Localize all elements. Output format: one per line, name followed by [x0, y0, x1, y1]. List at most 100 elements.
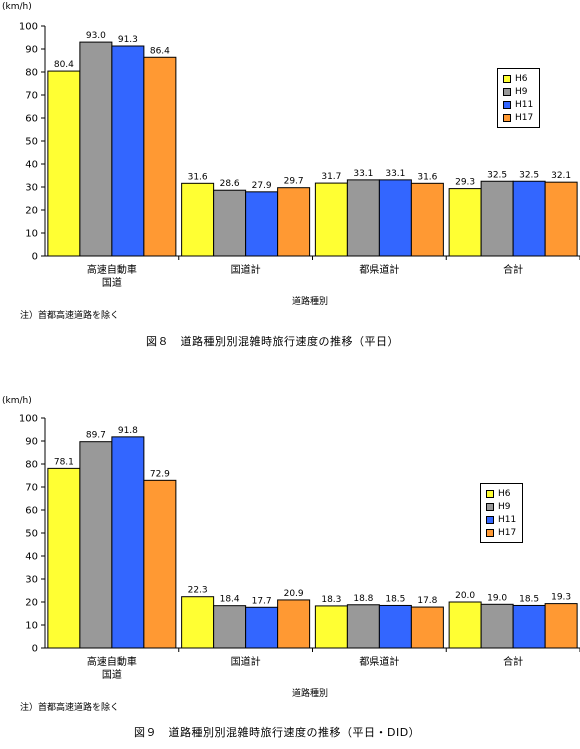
legend-label: H9 — [498, 501, 511, 512]
bar-h9 — [480, 603, 514, 649]
legend-item-h11: H11 — [503, 98, 533, 111]
footnote: 注）首都高速道路を除く — [20, 311, 120, 321]
bar-h11 — [111, 45, 145, 257]
bar-h17 — [410, 182, 444, 257]
bar-h17 — [544, 603, 578, 649]
footnote: 注）首都高速道路を除く — [20, 703, 120, 713]
data-label: 20.9 — [284, 589, 304, 599]
y-tick-label: 100 — [19, 414, 38, 425]
legend-item-h6: H6 — [486, 487, 516, 500]
x-tick-label: 都県道計 — [359, 263, 399, 276]
bar-h17 — [544, 181, 578, 257]
bar-h11 — [512, 180, 546, 257]
x-tick-label: 国道 — [102, 668, 122, 681]
y-tick-label: 0 — [32, 252, 38, 263]
y-tick-label: 10 — [25, 621, 38, 632]
x-tick-label: 高速自動車 — [87, 655, 137, 668]
bar-h11 — [111, 436, 145, 649]
legend-swatch — [486, 515, 494, 524]
bar-h17 — [277, 187, 311, 257]
data-label: 33.1 — [353, 169, 373, 179]
data-label: 18.4 — [220, 595, 240, 605]
chart-figure-8: (km/h) 0 10 20 30 40 50 60 70 80 90 100 80.4 93.0 91.… — [0, 0, 580, 360]
y-tick-label: 40 — [25, 160, 38, 171]
data-label: 31.6 — [188, 172, 208, 182]
y-unit-label: (km/h) — [2, 2, 32, 12]
data-label: 91.8 — [118, 426, 138, 436]
y-tick-label: 80 — [25, 460, 38, 471]
legend-item-h9: H9 — [486, 500, 516, 513]
data-label: 29.3 — [455, 178, 475, 188]
bar-h9 — [213, 605, 247, 649]
y-tick-label: 50 — [25, 529, 38, 540]
data-label: 89.7 — [86, 431, 106, 441]
legend-label: H6 — [515, 73, 528, 84]
bar-h11 — [378, 604, 412, 649]
data-label: 18.5 — [385, 594, 405, 604]
bar-h17 — [277, 599, 311, 649]
bar-chart-svg: 0 10 20 30 40 50 60 70 80 90 100 80.4 93.0 91.3 86.4 高速… — [19, 22, 580, 289]
y-tick-label: 20 — [25, 206, 38, 217]
y-tick-label: 100 — [19, 22, 38, 33]
legend-label: H11 — [515, 99, 534, 110]
data-label: 32.1 — [551, 171, 571, 181]
bar-h11 — [245, 191, 279, 257]
bar-h6 — [314, 182, 348, 257]
y-tick-label: 30 — [25, 183, 38, 194]
data-label: 93.0 — [86, 31, 106, 41]
data-label: 78.1 — [54, 457, 74, 467]
data-label: 29.7 — [284, 177, 304, 187]
chart-figure-9: (km/h) 0 10 20 30 40 50 60 70 80 90 100 78.1 89.7 91.… — [0, 392, 580, 749]
y-tick-label: 0 — [32, 644, 38, 655]
bar-h17 — [143, 56, 177, 257]
data-label: 72.9 — [150, 469, 170, 479]
y-tick-label: 30 — [25, 575, 38, 586]
legend-item-h9: H9 — [503, 85, 533, 98]
y-unit-label: (km/h) — [2, 396, 32, 406]
x-tick-label: 国道計 — [231, 263, 261, 276]
legend-swatch — [486, 528, 494, 537]
bar-chart-svg: 0 10 20 30 40 50 60 70 80 90 100 78.1 89.7 91.8 72.9 高速… — [19, 414, 580, 681]
y-tick-label: 70 — [25, 483, 38, 494]
x-tick-label: 合計 — [503, 263, 523, 276]
x-tick-label: 国道 — [102, 276, 122, 289]
legend-swatch — [503, 100, 511, 109]
bar-h9 — [213, 189, 247, 257]
bar-h9 — [346, 604, 380, 649]
bar-h6 — [314, 605, 348, 649]
legend-swatch — [503, 74, 511, 83]
data-label: 33.1 — [385, 169, 405, 179]
legend-item-h6: H6 — [503, 72, 533, 85]
data-label: 18.5 — [519, 594, 539, 604]
x-tick-label: 国道計 — [231, 655, 261, 668]
x-tick-label: 高速自動車 — [87, 263, 137, 276]
legend-label: H17 — [498, 527, 517, 538]
legend-label: H11 — [498, 514, 517, 525]
bar-h9 — [346, 179, 380, 257]
data-label: 27.9 — [252, 181, 272, 191]
data-label: 91.3 — [118, 35, 138, 45]
data-label: 80.4 — [54, 60, 74, 70]
legend-item-h17: H17 — [486, 526, 516, 539]
y-tick-label: 10 — [25, 229, 38, 240]
legend-item-h17: H17 — [503, 111, 533, 124]
bar-h6 — [181, 596, 215, 649]
bar-h17 — [410, 606, 444, 649]
x-axis-title: 道路種別 — [292, 297, 329, 307]
bar-h9 — [79, 441, 113, 649]
y-tick-label: 60 — [25, 506, 38, 517]
data-label: 19.3 — [551, 593, 571, 603]
figure-caption: 図９ 道路種別別混雑時旅行速度の推移（平日・DID） — [134, 726, 421, 739]
data-label: 22.3 — [188, 586, 208, 596]
data-label: 32.5 — [487, 170, 507, 180]
bar-h11 — [378, 179, 412, 257]
data-label: 18.3 — [321, 595, 341, 605]
bar-h6 — [448, 601, 482, 649]
y-tick-label: 90 — [25, 437, 38, 448]
data-label: 19.0 — [487, 593, 507, 603]
bar-h6 — [47, 467, 81, 649]
y-tick-label: 80 — [25, 68, 38, 79]
bar-h17 — [143, 479, 177, 649]
bar-h11 — [512, 604, 546, 649]
bar-h9 — [480, 180, 514, 257]
